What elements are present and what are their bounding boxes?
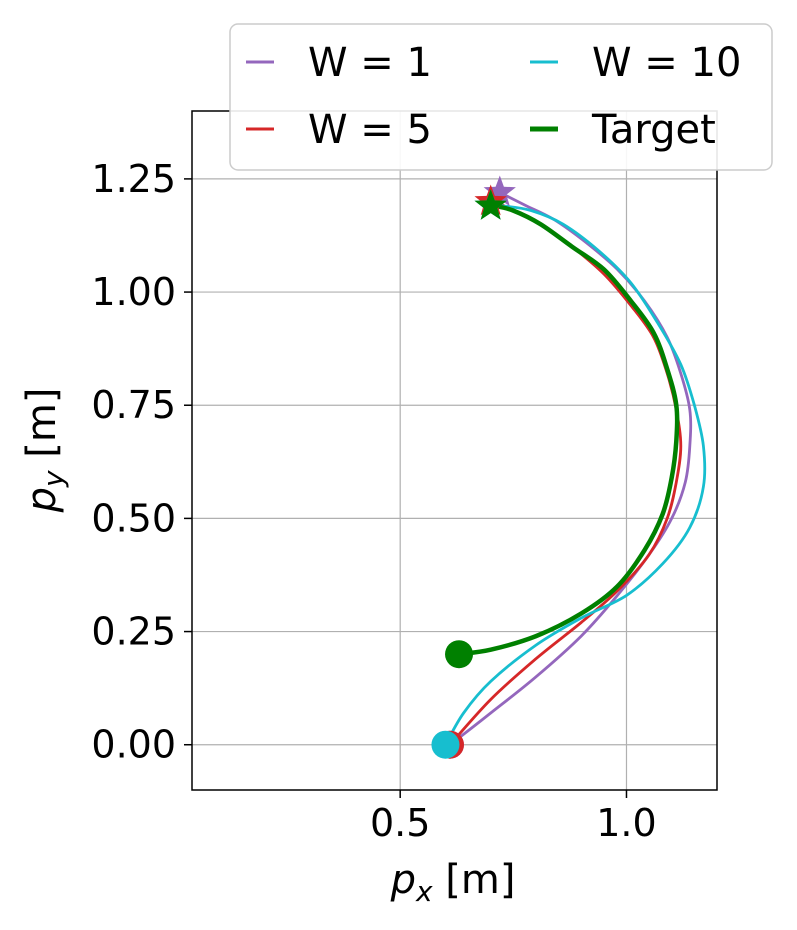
legend: W = 1 W = 5 W = 10 Target bbox=[229, 23, 773, 171]
axes-frame bbox=[191, 110, 718, 791]
y-tick-label: 0.50 bbox=[91, 496, 176, 540]
y-tick-label: 1.00 bbox=[91, 270, 176, 314]
end-marker-target bbox=[474, 189, 507, 220]
y-tick-label: 0.00 bbox=[91, 723, 176, 767]
legend-label-w-1: W = 1 bbox=[308, 40, 432, 86]
y-tick-label: 1.25 bbox=[91, 157, 176, 201]
y-axis-label: py [m] bbox=[19, 388, 70, 514]
end-marker-w-1 bbox=[483, 175, 516, 207]
x-tick-label: 0.5 bbox=[370, 801, 430, 845]
series-line-w-1 bbox=[448, 191, 693, 747]
y-tick-label: 0.25 bbox=[91, 610, 176, 654]
legend-label-target: Target bbox=[591, 107, 716, 153]
grid bbox=[192, 111, 717, 790]
y-tick-label: 0.75 bbox=[91, 383, 176, 427]
start-marker-w-10 bbox=[431, 730, 460, 759]
legend-label-w-10: W = 10 bbox=[592, 40, 741, 86]
series-markers bbox=[431, 175, 516, 759]
ticks: 0.5 1.0 0.00 0.25 0.50 0.75 1.00 1.25 bbox=[91, 157, 656, 845]
series-lines bbox=[444, 191, 707, 747]
series-line-w-10 bbox=[444, 204, 707, 747]
series-line-target bbox=[456, 203, 680, 657]
legend-box bbox=[229, 23, 773, 171]
start-marker-target bbox=[445, 640, 474, 669]
x-tick-label: 1.0 bbox=[596, 801, 656, 845]
legend-label-w-5: W = 5 bbox=[308, 107, 432, 153]
x-axis-label: px [m] bbox=[390, 857, 516, 908]
series-line-w-5 bbox=[448, 199, 683, 747]
